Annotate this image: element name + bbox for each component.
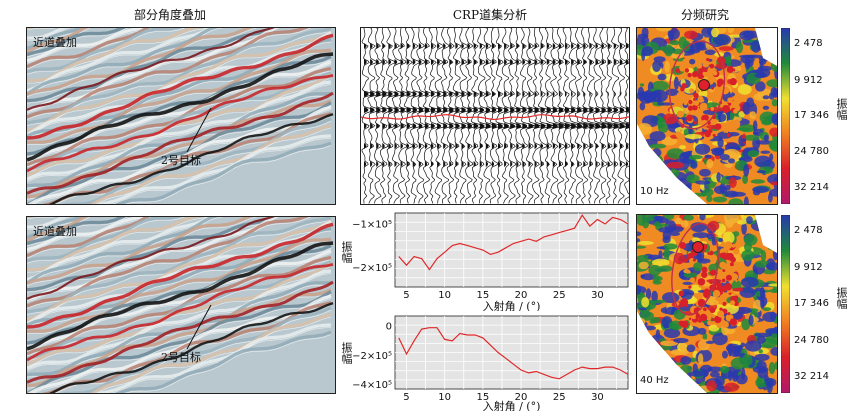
colorbar-label: 振幅 <box>835 98 848 120</box>
crp-gather-panel <box>360 27 630 205</box>
x-tick-label: 15 <box>476 392 489 403</box>
colorbar-tick: 9 912 <box>794 75 823 86</box>
x-tick-label: 10 <box>438 392 451 403</box>
y-tick-label: −2×10⁵ <box>352 351 392 362</box>
panel-corner-label: 近道叠加 <box>33 225 77 238</box>
target-annotation: 2号目标 <box>161 154 201 167</box>
colorbar-tick: 32 214 <box>794 182 829 193</box>
colorbar-tick: 17 346 <box>794 110 829 121</box>
colorbar-tick: 9 912 <box>794 262 823 273</box>
colorbar-label: 振幅 <box>835 287 848 309</box>
avo-chart-1: 5 10 15 20 25 30 −1×10⁵ −2×10⁵ 入射角 / (°) 振幅 <box>340 209 640 313</box>
y-tick-label: 0 <box>386 322 392 333</box>
x-tick-label: 20 <box>515 392 528 403</box>
x-axis-label: 入射角 / (°) <box>483 299 541 311</box>
y-axis-label: 振幅 <box>340 241 353 263</box>
colorbar-tick: 32 214 <box>794 371 829 382</box>
spectral-map-image <box>637 215 777 393</box>
seismic-panel-near-1: 近道叠加 2号目标 <box>26 27 336 205</box>
frequency-label: 40 Hz <box>640 375 669 386</box>
avo-curve <box>398 327 629 380</box>
seismic-panel-near-2: 近道叠加 2号目标 <box>26 216 336 394</box>
crp-gather-image <box>361 28 629 204</box>
x-tick-label: 5 <box>403 290 409 301</box>
heading-spectral: 分频研究 <box>680 8 729 22</box>
avo-curve <box>398 214 629 271</box>
colorbar-gradient <box>780 214 791 394</box>
avo-chart-2: 5 10 15 20 25 30 0 −2×10⁵ −4×10⁵ 入射角 / (°) 振幅 <box>340 312 640 413</box>
spectral-map-image <box>637 28 777 204</box>
seismic-section-image <box>27 217 335 393</box>
spectral-map-10hz: 10 Hz <box>636 27 778 205</box>
x-tick-label: 30 <box>591 290 604 301</box>
panel-corner-label: 近道叠加 <box>33 36 77 49</box>
seismic-section-image <box>27 28 335 204</box>
colorbar-tick: 2 478 <box>794 225 823 236</box>
colorbar-tick: 2 478 <box>794 38 823 49</box>
y-tick-label: −1×10⁵ <box>352 219 392 230</box>
colorbar-gradient <box>780 27 791 205</box>
x-tick-label: 15 <box>476 290 489 301</box>
x-tick-label: 25 <box>553 392 566 403</box>
colorbar-tick: 24 780 <box>794 335 829 346</box>
heading-partial-stack: 部分角度叠加 <box>133 8 206 22</box>
frequency-label: 10 Hz <box>640 186 669 197</box>
x-tick-label: 20 <box>515 290 528 301</box>
colorbar-1: 2 478 9 912 17 346 24 780 32 214 振幅 <box>780 27 851 205</box>
x-tick-label: 10 <box>438 290 451 301</box>
y-tick-label: −2×10⁵ <box>352 263 392 274</box>
x-tick-label: 5 <box>403 392 409 403</box>
x-tick-label: 25 <box>553 290 566 301</box>
colorbar-2: 2 478 9 912 17 346 24 780 32 214 振幅 <box>780 214 851 394</box>
spectral-map-40hz: 40 Hz <box>636 214 778 394</box>
x-tick-label: 30 <box>591 392 604 403</box>
heading-crp: CRP道集分析 <box>452 8 528 22</box>
y-tick-label: −4×10⁵ <box>352 380 392 391</box>
y-axis-label: 振幅 <box>340 342 353 364</box>
colorbar-tick: 24 780 <box>794 146 829 157</box>
x-axis-label: 入射角 / (°) <box>483 399 541 411</box>
target-annotation: 2号目标 <box>161 351 201 364</box>
colorbar-tick: 17 346 <box>794 298 829 309</box>
